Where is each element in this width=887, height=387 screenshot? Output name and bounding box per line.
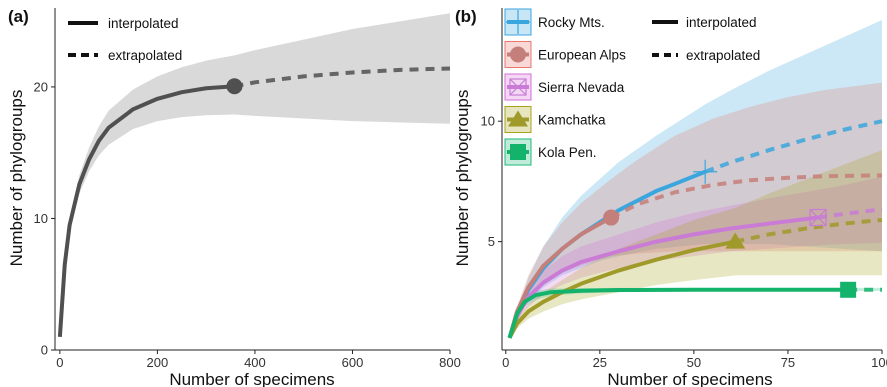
a-x-axis-title: Number of specimens [169, 370, 334, 387]
b-x-tick-label-25: 25 [593, 355, 607, 370]
b-legend-label-kamchatka: Kamchatka [538, 113, 606, 128]
b-extrapolated-line-rocky-mts [704, 119, 883, 174]
a-y-tick-label-0: 0 [41, 343, 48, 358]
a-x-tick-label-400: 400 [244, 355, 266, 370]
panel-b-label: (b) [455, 7, 477, 26]
b-legend-entry-sierra-nevada: Sierra Nevada [504, 73, 625, 101]
b-legend-marker-kamchatka [508, 110, 528, 127]
b-extrapolated-line-sierra-nevada [817, 207, 883, 220]
panel-a: (a) 0 200 400 600 800 0 10 20 Number of specim… [7, 7, 461, 387]
b-x-tick-label-0: 0 [502, 355, 509, 370]
b-legend-interpolated: interpolated [686, 15, 757, 30]
a-bands [59, 13, 450, 337]
b-legend-marker-sierra-nevada [509, 78, 527, 96]
a-legend-interpolated: interpolated [108, 16, 179, 31]
b-legend-entry-kamchatka: Kamchatka [504, 106, 606, 133]
a-y-ticks: 0 10 20 [34, 79, 55, 358]
a-band-series-0 [59, 13, 450, 337]
a-x-tick-label-200: 200 [147, 355, 169, 370]
a-interpolated-line-series-0 [57, 84, 235, 337]
b-x-ticks: 0 25 50 75 100 [502, 350, 887, 370]
b-interpolated-line-kamchatka [507, 239, 736, 339]
b-legend-marker-kola-pen [510, 144, 526, 160]
a-y-tick-label-10: 10 [34, 211, 48, 226]
b-y-axis-title: Number of phylogroups [453, 90, 472, 267]
b-legend-marker-sierra-nevada-box [509, 78, 527, 96]
a-y-tick-label-20: 20 [34, 79, 48, 94]
b-observed-marker-kola-pen [840, 281, 857, 298]
b-observed-marker-european-alps [603, 209, 620, 226]
b-observed-marker-kamchatka [725, 232, 746, 249]
b-x-tick-label-100: 100 [871, 355, 887, 370]
b-legend-label-european-alps: European Alps [538, 48, 626, 63]
b-legend-extrapolated: extrapolated [686, 48, 760, 63]
b-legend-label-sierra-nevada: Sierra Nevada [538, 80, 625, 95]
b-legend-entry-rocky-mts: Rocky Mts. [504, 8, 605, 36]
b-legend-marker-european-alps [510, 46, 526, 63]
b-observed-marker-sierra-nevada-d2 [809, 209, 827, 226]
a-x-ticks: 0 200 400 600 800 [56, 350, 461, 370]
panel-b: (b) 0 25 50 75 100 5 10 Number of specimens N… [453, 7, 887, 387]
b-x-tick-label-75: 75 [781, 355, 795, 370]
b-band-sierra-nevada [509, 176, 882, 338]
b-x-tick-label-50: 50 [687, 355, 701, 370]
b-markers [603, 159, 857, 298]
a-legend: interpolated extrapolated [68, 16, 182, 63]
a-x-tick-label-600: 600 [342, 355, 364, 370]
b-observed-marker-rocky-mts [693, 159, 718, 184]
b-band-rocky-mts [509, 20, 882, 338]
a-x-tick-label-0: 0 [56, 355, 63, 370]
b-interpolated-line-kola-pen [507, 287, 849, 339]
b-observed-marker-sierra-nevada-box [809, 208, 827, 227]
a-extrapolated-line-series-0 [234, 66, 451, 89]
b-lines [507, 119, 883, 339]
b-extrapolated-line-kamchatka [734, 217, 883, 244]
a-observed-marker-series-0 [226, 78, 243, 95]
b-legend: Rocky Mts. European Alps Sierra Nevada Kamc… [504, 8, 760, 166]
b-legend-label-kola-pen: Kola Pen. [538, 145, 597, 160]
a-x-tick-label-800: 800 [439, 355, 461, 370]
b-legend-label-rocky-mts: Rocky Mts. [538, 15, 605, 30]
b-x-axis-title: Number of specimens [607, 370, 772, 387]
b-y-tick-label-10: 10 [481, 114, 495, 129]
b-extrapolated-line-european-alps [610, 173, 883, 220]
panel-a-label: (a) [8, 7, 29, 26]
b-legend-entry-european-alps: European Alps [504, 41, 626, 68]
a-legend-extrapolated: extrapolated [108, 48, 182, 63]
b-y-tick-label-5: 5 [488, 234, 495, 249]
b-legend-entry-kola-pen: Kola Pen. [504, 138, 597, 166]
a-markers [226, 78, 243, 95]
a-y-axis-title: Number of phylogroups [7, 90, 26, 267]
b-y-ticks: 5 10 [481, 114, 502, 249]
b-legend-marker-sierra-nevada-d2 [509, 78, 527, 96]
b-legend-marker-rocky-mts [506, 10, 530, 34]
a-lines [57, 66, 451, 337]
b-observed-marker-sierra-nevada [809, 208, 827, 227]
